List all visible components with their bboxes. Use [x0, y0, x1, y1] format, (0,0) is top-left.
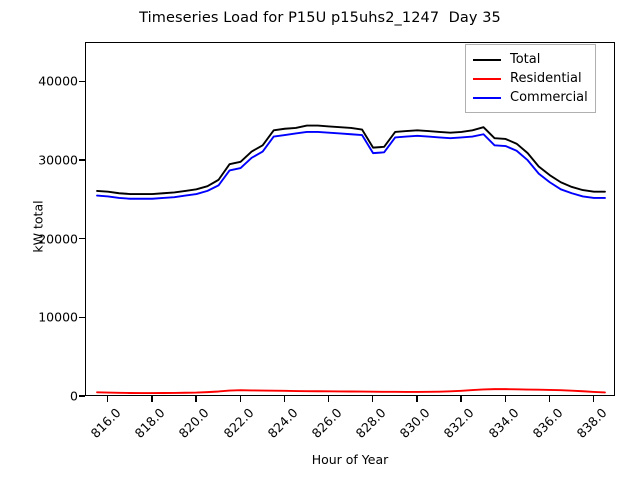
x-tick-mark: [504, 396, 506, 402]
legend-item-total: Total: [473, 50, 588, 69]
legend-item-commercial: Commercial: [473, 88, 588, 107]
legend-label-residential: Residential: [510, 71, 582, 86]
legend-swatch-residential: [473, 77, 501, 80]
chart-legend: Total Residential Commercial: [465, 44, 596, 113]
x-tick-mark: [327, 396, 330, 402]
y-tick-mark: [79, 238, 85, 240]
x-tick-mark: [460, 396, 462, 402]
legend-label-commercial: Commercial: [510, 90, 588, 105]
series-line-commercial: [96, 130, 606, 200]
x-tick-mark: [107, 396, 109, 402]
y-tick-mark: [79, 395, 85, 397]
legend-item-residential: Residential: [473, 69, 588, 88]
x-axis-label: Hour of Year: [311, 452, 389, 467]
legend-label-total: Total: [510, 52, 541, 67]
x-tick-mark: [592, 396, 595, 402]
series-line-total: [96, 124, 606, 195]
x-tick-mark: [416, 396, 418, 402]
y-axis-tick-labels: 0 10000 20000 30000 40000: [10, 0, 78, 480]
x-tick-mark: [195, 396, 197, 402]
y-tick-label: 20000: [38, 231, 78, 247]
y-tick-mark: [79, 159, 85, 161]
plot-area: [85, 42, 615, 396]
y-tick-label: 30000: [38, 152, 78, 168]
x-tick-mark: [548, 396, 551, 402]
x-tick-mark: [151, 396, 153, 402]
legend-swatch-total: [473, 58, 501, 61]
x-tick-label: 838.0: [573, 405, 610, 441]
y-tick-label: 40000: [38, 73, 78, 89]
x-tick-mark: [283, 396, 286, 402]
y-tick-mark: [79, 316, 85, 318]
x-tick-mark: [372, 396, 374, 402]
legend-swatch-commercial: [473, 96, 501, 99]
x-tick-mark: [239, 396, 241, 402]
series-line-residential: [96, 388, 606, 395]
y-tick-label: 10000: [38, 309, 78, 325]
y-tick-label: 0: [70, 388, 78, 404]
chart-title: Timeseries Load for P15U p15uhs2_1247 Da…: [139, 10, 501, 26]
series-lines: [96, 124, 606, 395]
y-tick-mark: [79, 80, 85, 82]
